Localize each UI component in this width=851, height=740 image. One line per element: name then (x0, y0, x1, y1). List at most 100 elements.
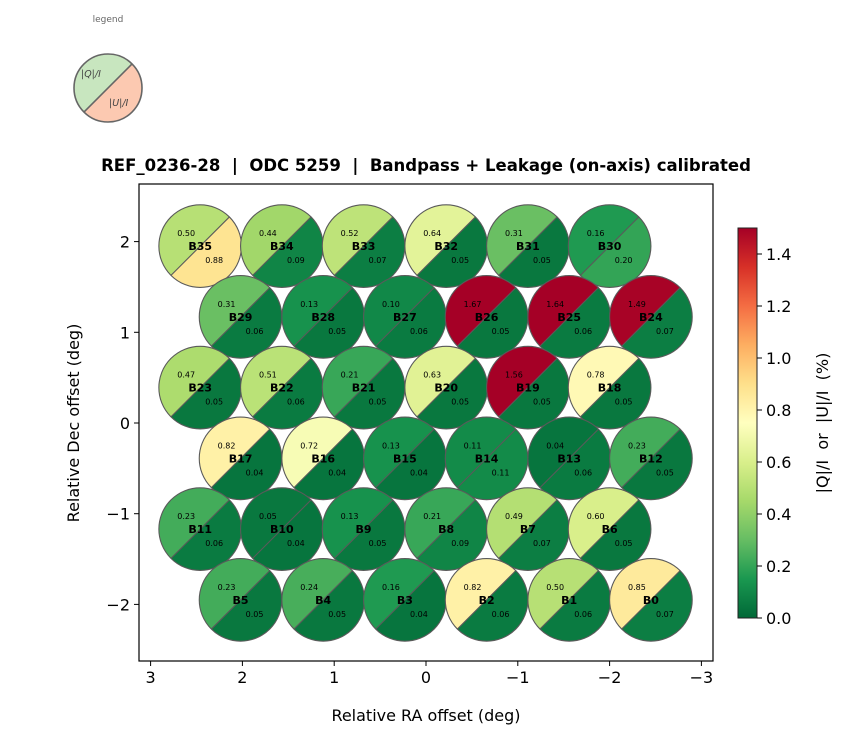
beam-b29-u-half (211, 287, 282, 359)
colorbar: 0.0 0.2 0.4 0.6 0.8 1.0 1.2 1.4 |Q|/I or |U|/I … (737, 227, 832, 628)
beam-u-value: 0.05 (451, 256, 469, 265)
beam-b5-q-half (199, 558, 270, 630)
x-tick-label: −1 (506, 668, 530, 687)
beam-b26-u-half (457, 287, 528, 359)
beam-b22: 0.51 B22 0.06 (240, 345, 324, 430)
y-tick-label: 0 (120, 414, 130, 433)
beam-b32-divider (416, 216, 476, 276)
beam-b28: 0.13 B28 0.05 (281, 275, 366, 359)
beam-b24-divider (621, 287, 681, 347)
beam-b30: 0.16 B30 0.20 (567, 204, 652, 288)
beam-label: B1 (561, 594, 577, 607)
beam-b4-q-half (281, 558, 353, 630)
beam-q-value: 0.63 (423, 371, 441, 380)
beam-b20: 0.63 B20 0.05 (404, 345, 489, 430)
beam-b12-outline (609, 416, 693, 501)
colorbar-gradient (737, 227, 758, 619)
beam-b24-q-half (609, 275, 681, 347)
x-tick-label: 3 (146, 668, 156, 687)
beam-b11-divider (170, 499, 230, 559)
beam-u-value: 0.04 (287, 539, 305, 548)
beam-b19: 1.56 B19 0.05 (486, 345, 570, 430)
beam-b2-divider (456, 570, 517, 630)
beam-b0: 0.85 B0 0.07 (609, 558, 693, 642)
beam-b6-q-half (568, 487, 639, 559)
beam-b7: 0.49 B7 0.07 (486, 487, 570, 571)
colorbar-tick-label: 1.0 (766, 349, 791, 368)
beam-u-value: 0.05 (656, 468, 674, 477)
beam-b18-q-half (568, 346, 639, 417)
beam-b24-u-half (621, 287, 693, 359)
beam-u-value: 0.05 (615, 398, 633, 407)
beam-b17-divider (210, 428, 271, 488)
beam-q-value: 0.82 (218, 441, 236, 450)
colorbar-tick-label: 1.2 (766, 297, 791, 316)
beam-b5-u-half (211, 570, 282, 642)
beam-q-value: 0.13 (341, 512, 359, 521)
beam-q-value: 0.44 (259, 229, 277, 238)
beam-b33-divider (333, 216, 394, 276)
beam-b15-divider (375, 428, 435, 488)
beam-u-value: 0.07 (533, 539, 551, 548)
beam-u-value: 0.88 (205, 256, 223, 265)
beam-b19-divider (498, 358, 558, 418)
beam-b30-divider (580, 216, 640, 276)
legend-beam-glyph (73, 53, 143, 123)
beam-b2-q-half (445, 558, 516, 630)
beam-b14-divider (456, 428, 517, 488)
beam-label: B21 (352, 382, 376, 395)
beam-q-value: 0.23 (628, 441, 646, 450)
beam-u-value: 0.05 (492, 327, 510, 336)
beam-b20-u-half (416, 358, 488, 429)
beam-u-value: 0.07 (656, 610, 674, 619)
beam-u-value: 0.20 (615, 256, 633, 265)
colorbar-tick-label: 0.2 (766, 557, 791, 576)
beam-u-value: 0.09 (451, 539, 469, 548)
beam-b29-q-half (199, 275, 270, 347)
beam-label: B16 (311, 452, 335, 465)
beam-label: B14 (475, 452, 499, 465)
beam-b17-q-half (199, 417, 270, 488)
beam-b21-u-half (334, 358, 405, 429)
beam-label: B23 (188, 382, 212, 395)
beam-label: B3 (397, 594, 413, 607)
y-tick-label: −2 (106, 595, 130, 614)
legend-disc-u-half (83, 63, 142, 122)
beam-u-value: 0.04 (410, 610, 428, 619)
beam-label: B27 (393, 311, 417, 324)
beam-b26-divider (456, 287, 517, 347)
beam-b8-divider (416, 499, 476, 559)
beam-u-value: 0.09 (287, 256, 305, 265)
beam-u-value: 0.05 (328, 610, 346, 619)
beam-b3: 0.16 B3 0.04 (363, 558, 447, 642)
beam-b16-divider (293, 428, 353, 488)
beam-b0-divider (621, 570, 681, 630)
beam-b34-q-half (240, 204, 312, 276)
beam-b9: 0.13 B9 0.05 (321, 487, 406, 571)
beam-b9-q-half (322, 487, 393, 559)
beam-b12-u-half (621, 429, 693, 500)
beam-q-value: 0.50 (177, 229, 195, 238)
beam-u-value: 0.06 (574, 327, 592, 336)
beam-b19-u-half (498, 358, 570, 429)
beam-q-value: 1.56 (505, 371, 523, 380)
beams-layer: 0.50 B35 0.88 0.44 B34 0.09 0.52 B33 0.07 0.64 B32… (158, 204, 693, 642)
beam-b30-outline (567, 204, 652, 288)
beam-b5: 0.23 B5 0.05 (198, 558, 283, 642)
beam-u-value: 0.05 (369, 398, 387, 407)
beam-b20-divider (416, 358, 476, 418)
beam-b8-u-half (416, 499, 488, 571)
colorbar-label: |Q|/I or |U|/I (%) (813, 353, 832, 494)
beam-b18-divider (580, 358, 640, 418)
beam-q-value: 0.13 (300, 300, 318, 309)
beam-b2-u-half (457, 570, 528, 642)
beam-q-value: 0.21 (341, 371, 359, 380)
beam-b35: 0.50 B35 0.88 (158, 204, 243, 288)
beam-label: B4 (315, 594, 331, 607)
beam-b18-outline (567, 345, 652, 430)
beam-q-value: 1.67 (464, 300, 482, 309)
beam-q-value: 0.78 (587, 371, 605, 380)
beam-label: B29 (229, 311, 253, 324)
beam-b22-divider (252, 358, 312, 418)
